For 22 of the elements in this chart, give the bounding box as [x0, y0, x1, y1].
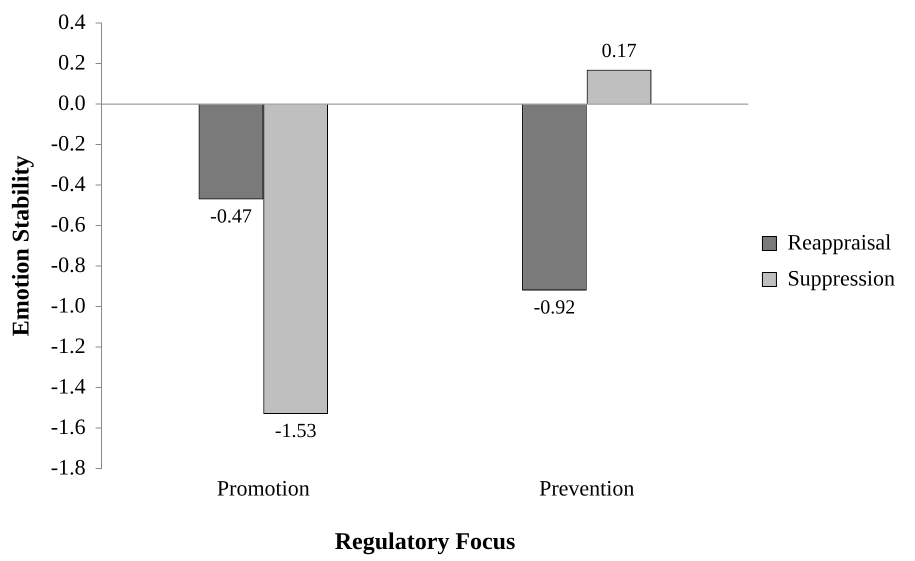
legend-label: Reappraisal: [787, 229, 892, 254]
data-label: -0.92: [534, 296, 576, 319]
y-tick-label: -1.0: [50, 292, 86, 318]
y-tick-label: -1.4: [50, 373, 86, 398]
y-tick-label: -0.6: [50, 211, 86, 236]
y-tick-label: -1.8: [50, 454, 86, 480]
y-tick-label: 0.0: [58, 90, 86, 115]
y-tick-label: -0.4: [50, 170, 86, 196]
y-tick-label: 0.4: [58, 8, 86, 34]
data-label: -1.53: [274, 420, 317, 442]
x-axis-title: Regulatory Focus: [334, 529, 516, 556]
y-tick-label: -0.8: [50, 252, 86, 277]
y-tick-label: -0.2: [50, 130, 86, 156]
y-axis-title: Emotion Stability: [8, 156, 35, 336]
data-label: -0.47: [210, 206, 252, 228]
y-tick-label: -1.2: [50, 332, 86, 358]
data-label: 0.17: [602, 40, 637, 62]
legend-label: Suppression: [787, 265, 895, 290]
y-tick-label: 0.2: [58, 49, 86, 74]
y-tick-label: -1.6: [50, 414, 86, 439]
x-tick-label: Prevention: [539, 476, 634, 501]
x-tick-label: Promotion: [216, 476, 310, 501]
